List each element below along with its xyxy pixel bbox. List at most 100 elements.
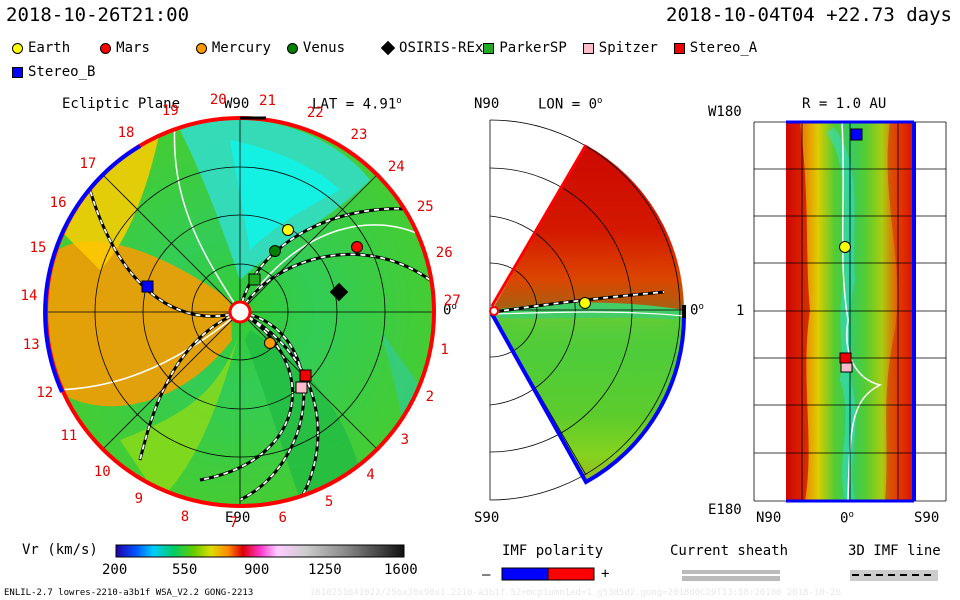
- meridional-panel: [489, 119, 687, 501]
- radius-fast-band: [825, 127, 856, 502]
- yellow-region: [60, 130, 160, 270]
- legend-label: Stereo_B: [28, 64, 96, 80]
- stereo-a-marker: [299, 369, 312, 382]
- carrington-number: 18: [117, 124, 135, 141]
- deg-symbol: o: [698, 302, 704, 312]
- stereo-a-marker-icon: [673, 42, 685, 54]
- carrington-number: 27: [443, 293, 461, 310]
- legend-stereo-a: Stereo_A: [673, 40, 757, 56]
- ecliptic-e90-label: E90: [225, 510, 251, 526]
- carrington-number: 6: [278, 509, 287, 526]
- spitzer-marker-icon: [582, 42, 594, 54]
- radius-title: R = 1.0 AU: [802, 96, 887, 112]
- imf-polarity-plus: +: [601, 566, 610, 582]
- meridional-sun-icon: [489, 306, 499, 316]
- imf-polarity-negative: [501, 567, 549, 581]
- ecliptic-panel: [43, 116, 436, 508]
- carrington-number: 26: [435, 244, 453, 261]
- radius-one-label: 1: [736, 303, 745, 319]
- legend-label: Earth: [28, 40, 71, 56]
- imf-line: [49, 311, 241, 391]
- colorbar: [115, 544, 405, 558]
- ecliptic-lat-label: LAT = 4.91o: [312, 96, 402, 113]
- carrington-number: 2: [425, 389, 435, 406]
- deg-symbol: o: [597, 96, 603, 106]
- venus-marker-icon: [286, 42, 298, 54]
- colorbar-tick: 1250: [308, 562, 342, 578]
- start-time: 2018-10-26T21:00: [6, 4, 190, 26]
- earth-marker-icon: [12, 42, 23, 54]
- radius-stereo-a-marker: [839, 352, 852, 364]
- imf-polarity-title: IMF polarity: [502, 543, 604, 559]
- footer-left: ENLIL-2.7 lowres-2210-a3b1f WSA_V2.2 GON…: [4, 588, 254, 598]
- legend-parker: ParkerSP: [483, 40, 567, 56]
- footer-right: 1610251641022/256x30x90x1.2210-a3b1f.52=…: [310, 588, 842, 598]
- current-sheath-dashes: [89, 189, 431, 501]
- mars-marker: [351, 241, 363, 253]
- carrington-number: 16: [49, 194, 67, 211]
- meridional-s90-label: S90: [474, 510, 500, 526]
- wedge-north-red: [492, 145, 684, 310]
- deg-symbol: o: [396, 96, 402, 106]
- zero-value: 0: [443, 302, 452, 319]
- legend-label: Spitzer: [598, 40, 658, 56]
- slow-wind-region-west: [46, 241, 232, 407]
- parker-marker-icon: [483, 42, 495, 54]
- zero-value: 0: [840, 510, 849, 527]
- mercury-marker-icon: [195, 42, 207, 54]
- carrington-number: 4: [366, 466, 375, 483]
- spitzer-marker: [295, 381, 308, 394]
- legend-stereo-b: Stereo_B: [12, 64, 95, 80]
- legend-label: Venus: [302, 40, 346, 56]
- carrington-number: 25: [416, 199, 434, 216]
- carrington-number: 20: [209, 92, 227, 109]
- carrington-number: 8: [180, 508, 190, 525]
- lat-value: LAT = 4.91: [312, 96, 397, 113]
- colorbar-tick: 550: [172, 562, 198, 578]
- radius-stereo-b-marker: [850, 128, 863, 141]
- carrington-number: 10: [93, 463, 111, 480]
- colorbar-tick: 1600: [384, 562, 418, 578]
- parker-marker: [248, 273, 261, 286]
- ecliptic-zero-label: 0o: [443, 302, 457, 319]
- legend-label: Mercury: [211, 40, 271, 56]
- carrington-number: 19: [161, 102, 179, 119]
- carrington-number: 5: [324, 493, 334, 510]
- carrington-number: 21: [259, 92, 276, 109]
- sun-icon: [228, 300, 252, 324]
- colorbar-tick: 900: [244, 562, 270, 578]
- ecliptic-structures: [46, 118, 434, 506]
- radius-e180-label: E180: [708, 502, 742, 518]
- light-green-region: [120, 330, 240, 500]
- carrington-number: 12: [36, 384, 54, 401]
- radius-earth-marker: [839, 241, 851, 253]
- stereo-b-marker-icon: [12, 66, 23, 78]
- carrington-number: 15: [29, 239, 47, 256]
- radius-panel: [753, 120, 947, 503]
- carrington-number: 1: [440, 342, 449, 359]
- legend-row-1: Earth Mars Mercury Venus OSIRIS-REx Park…: [12, 40, 773, 56]
- carrington-number: 22: [306, 104, 324, 121]
- imf-line: [239, 224, 431, 313]
- mars-marker-icon: [100, 42, 112, 54]
- radius-grid: [753, 121, 947, 502]
- stereo-b-marker: [141, 280, 154, 293]
- carrington-number: 13: [22, 337, 40, 354]
- legend-mars: Mars: [100, 40, 150, 56]
- earth-marker: [282, 224, 294, 236]
- carrington-number: 3: [400, 431, 409, 448]
- deg-symbol: o: [848, 510, 854, 520]
- ecliptic-w90-label: W90: [224, 96, 250, 112]
- carrington-number: 17: [79, 155, 97, 172]
- carrington-number: 9: [134, 491, 144, 508]
- zero-value: 0: [690, 302, 699, 319]
- osiris-marker: [329, 282, 349, 302]
- legend-venus: Venus: [286, 40, 346, 56]
- colorbar-tick: 200: [102, 562, 128, 578]
- fastest-wind-region: [230, 140, 340, 250]
- meridional-earth-marker: [579, 297, 591, 309]
- legend-spitzer: Spitzer: [582, 40, 658, 56]
- imf-line: [173, 119, 241, 313]
- radius-red-left: [786, 122, 810, 501]
- radius-zero-label: 0o: [840, 510, 854, 527]
